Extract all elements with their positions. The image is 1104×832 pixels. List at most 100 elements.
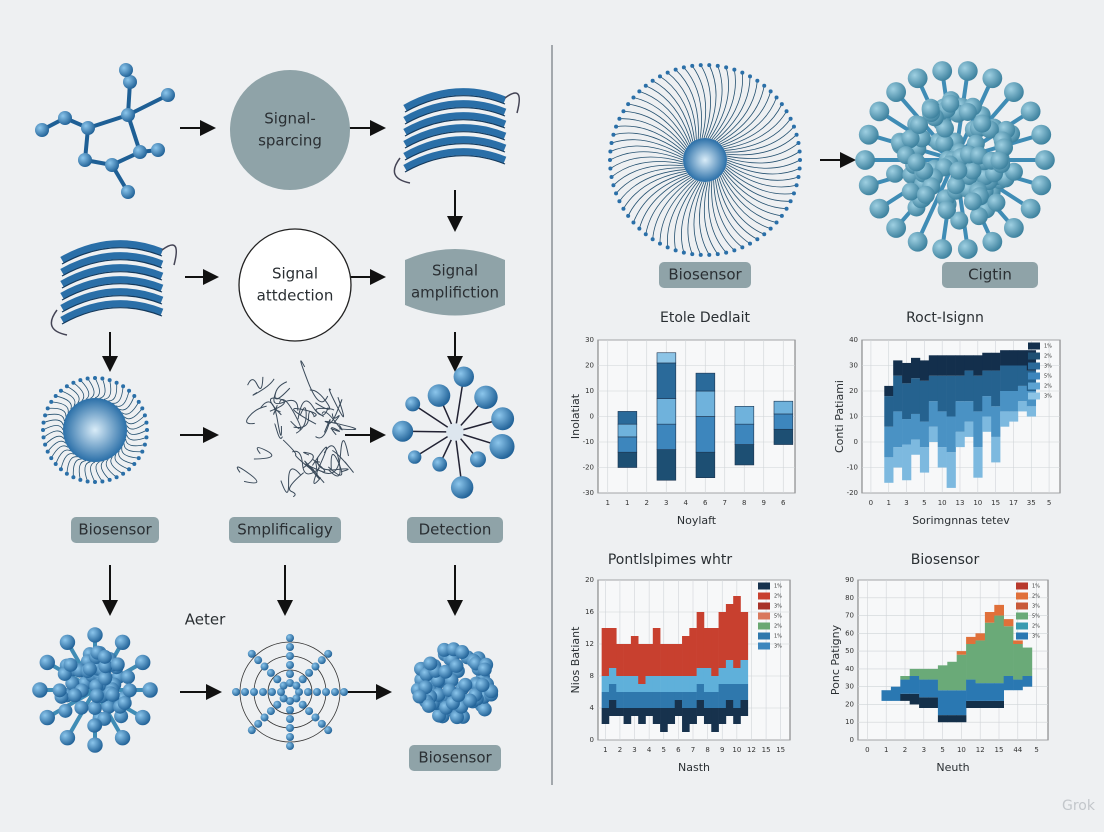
bar-segment bbox=[937, 665, 948, 691]
tangle bbox=[311, 446, 328, 484]
bar-segment bbox=[695, 416, 716, 453]
head bbox=[614, 124, 619, 129]
tangle bbox=[295, 407, 307, 434]
bar-segment bbox=[733, 708, 741, 724]
tangle bbox=[302, 451, 314, 469]
bar-segment bbox=[1009, 411, 1019, 422]
bead bbox=[322, 688, 330, 696]
bar-segment bbox=[695, 372, 716, 392]
atom bbox=[121, 108, 135, 122]
head bbox=[637, 226, 642, 231]
atom bbox=[82, 661, 97, 676]
tail bbox=[693, 181, 705, 256]
head bbox=[144, 420, 149, 425]
tail bbox=[123, 443, 143, 453]
head bbox=[609, 141, 614, 146]
tangle bbox=[330, 427, 341, 436]
bar-segment bbox=[1026, 350, 1037, 371]
head bbox=[107, 477, 112, 482]
head bbox=[614, 191, 619, 196]
tail bbox=[66, 385, 80, 404]
atom bbox=[921, 100, 940, 119]
bar-segment bbox=[617, 423, 638, 438]
head bbox=[617, 116, 622, 121]
bar-segment bbox=[682, 636, 690, 676]
bar-segment bbox=[608, 684, 617, 700]
bar-segment bbox=[947, 715, 957, 723]
bead bbox=[260, 662, 269, 671]
tail bbox=[105, 458, 117, 478]
head bbox=[43, 413, 48, 418]
legend-swatch bbox=[1016, 622, 1028, 630]
bead bbox=[266, 668, 275, 677]
y-tick-label: 10 bbox=[845, 718, 854, 726]
x-tick-label: 10 bbox=[973, 499, 982, 507]
ribbon-edge bbox=[61, 259, 163, 277]
bar-segment bbox=[617, 436, 638, 453]
tangle bbox=[291, 450, 320, 475]
bar-segment bbox=[975, 640, 986, 684]
x-axis-label: Sorimgnnas tetev bbox=[912, 514, 1010, 527]
tail bbox=[645, 176, 692, 235]
bar-segment bbox=[630, 676, 639, 692]
bar-segment bbox=[893, 360, 903, 376]
bar-segment bbox=[911, 439, 921, 455]
atom bbox=[855, 150, 875, 170]
head bbox=[740, 70, 745, 75]
atom bbox=[78, 153, 92, 167]
bar-segment bbox=[991, 436, 1001, 463]
bar-segment bbox=[956, 715, 967, 723]
y-tick-label: 80 bbox=[845, 594, 854, 602]
x-tick-label: 9 bbox=[720, 746, 724, 754]
tangle bbox=[279, 399, 302, 430]
head bbox=[121, 471, 126, 476]
x-axis-label: Nasth bbox=[678, 761, 710, 774]
legend-label: 2% bbox=[1044, 384, 1052, 390]
tangle bbox=[274, 423, 283, 439]
atom bbox=[907, 68, 928, 89]
tail bbox=[628, 103, 688, 148]
bar-segment bbox=[696, 668, 705, 684]
head bbox=[127, 467, 132, 472]
atom bbox=[110, 657, 125, 672]
label: Biosensor bbox=[78, 521, 152, 539]
y-tick-label: -10 bbox=[847, 464, 858, 472]
legend-label: 3% bbox=[774, 604, 782, 610]
bar-segment bbox=[966, 700, 976, 708]
bar-segment bbox=[656, 352, 677, 364]
tail bbox=[99, 378, 106, 399]
atom bbox=[969, 207, 988, 226]
head bbox=[132, 462, 137, 467]
head bbox=[673, 67, 678, 72]
bar-segment bbox=[652, 692, 661, 708]
x-axis-label: Neuth bbox=[936, 761, 969, 774]
tail bbox=[613, 132, 685, 155]
tail bbox=[667, 179, 697, 248]
bar-segment bbox=[928, 426, 939, 442]
bar-segment bbox=[984, 612, 995, 623]
core bbox=[63, 398, 127, 462]
tail bbox=[125, 415, 146, 425]
atom bbox=[963, 192, 982, 211]
y-tick-label: 30 bbox=[845, 683, 854, 691]
head bbox=[41, 435, 46, 440]
legend-swatch bbox=[758, 622, 770, 630]
bar-segment bbox=[937, 355, 947, 376]
bar-segment bbox=[623, 708, 632, 724]
tangle bbox=[332, 449, 354, 473]
legend-swatch bbox=[758, 642, 770, 650]
bar-segment bbox=[660, 644, 668, 676]
head bbox=[58, 388, 63, 393]
atom bbox=[52, 683, 67, 698]
bead bbox=[331, 688, 339, 696]
ribbon-edge bbox=[404, 119, 506, 137]
label: Smplificaligy bbox=[237, 521, 333, 539]
bar-segment bbox=[656, 398, 677, 425]
x-tick-label: 9 bbox=[762, 499, 766, 507]
y-tick-label: 4 bbox=[590, 704, 595, 712]
tail bbox=[639, 90, 691, 145]
head bbox=[715, 63, 720, 68]
x-tick-label: 2 bbox=[645, 499, 649, 507]
bar-segment bbox=[733, 684, 741, 708]
label-pill bbox=[409, 745, 501, 771]
